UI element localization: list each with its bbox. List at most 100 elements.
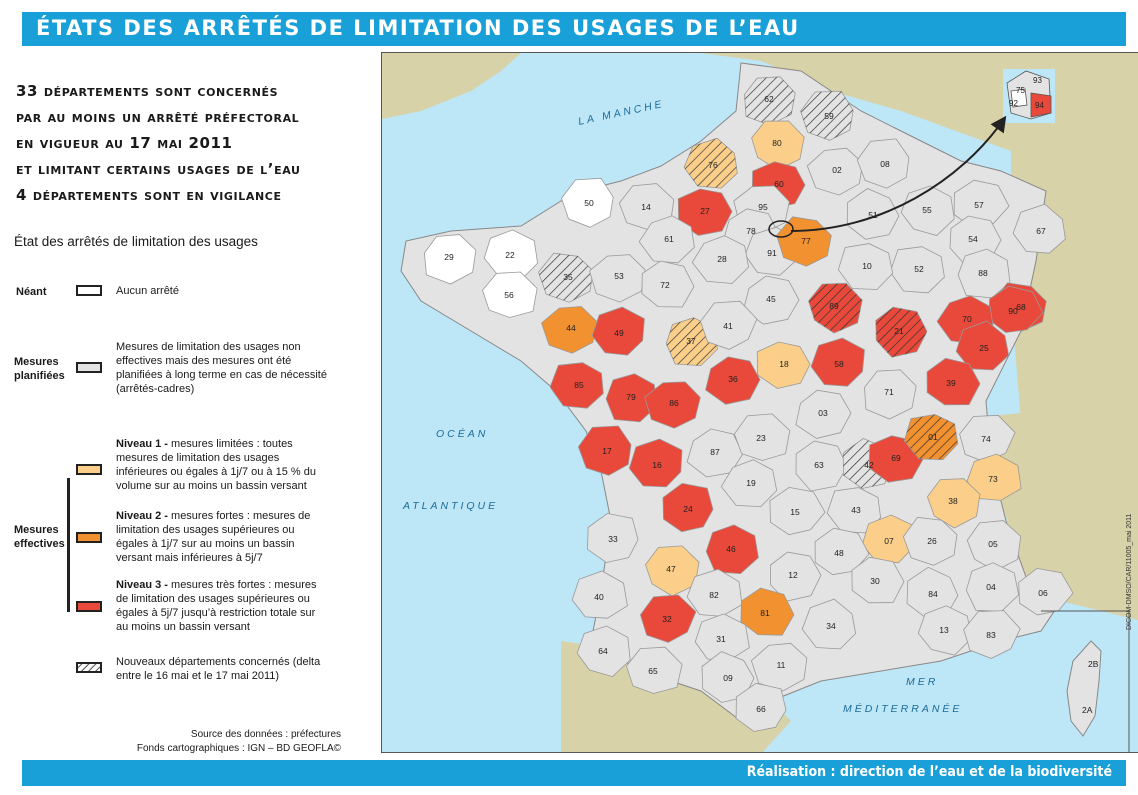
legend-level3: Niveau 3 - mesures très fortes : mesures… (116, 578, 330, 634)
department-label-44: 44 (566, 323, 576, 333)
corsica-label-2a: 2A (1082, 705, 1093, 715)
department-label-43: 43 (851, 505, 861, 515)
department-45 (743, 275, 800, 325)
france-map: 62 59 80 76 60 02 08 27 14 50 95 78 91 77 51 55 57 67 54 88… (382, 53, 1138, 752)
legend-neant-label: Néant (16, 286, 47, 298)
department-26 (902, 516, 958, 566)
department-83 (963, 610, 1021, 659)
department-label-28: 28 (717, 254, 727, 264)
department-63 (795, 440, 848, 492)
department-19 (720, 459, 778, 508)
department-label-46: 46 (726, 544, 736, 554)
department-label-19: 19 (746, 478, 756, 488)
department-hatch-76 (684, 138, 738, 189)
department-39 (926, 357, 981, 406)
department-hatch-89 (808, 283, 863, 333)
idf-arrow (790, 115, 1007, 232)
department-71 (864, 369, 917, 420)
source-note: Source des données : préfectures Fonds c… (137, 728, 341, 756)
side-reference-code: DICOM-DMSO/CAR/11005_mai 2011 (1126, 513, 1133, 630)
department-72 (641, 260, 695, 308)
department-label-32: 32 (662, 614, 672, 624)
department-32 (639, 594, 697, 643)
department-38 (926, 478, 981, 529)
department-label-22: 22 (505, 250, 515, 260)
headline-block: 33 départements sont concernés par au mo… (16, 78, 366, 208)
department-label-65: 65 (648, 666, 658, 676)
department-label-77: 77 (801, 236, 811, 246)
department-41 (700, 300, 758, 350)
department-label-21: 21 (894, 326, 904, 336)
department-74 (959, 414, 1016, 463)
department-24 (662, 482, 714, 533)
department-label-12: 12 (788, 570, 798, 580)
department-27 (677, 188, 733, 236)
department-label-70: 70 (962, 314, 972, 324)
department-34 (801, 598, 857, 650)
legend-swatch-level2 (76, 532, 102, 543)
idf-label-93: 93 (1033, 76, 1042, 85)
department-label-01: 01 (928, 432, 938, 442)
department-label-69: 69 (891, 453, 901, 463)
department-hatch-21 (875, 307, 927, 358)
department-label-63: 63 (814, 460, 824, 470)
title-banner: ÉTATS DES ARRÊTÉS DE LIMITATION DES USAG… (22, 12, 1126, 46)
department-07 (861, 514, 915, 564)
department-label-31: 31 (716, 634, 726, 644)
department-label-74: 74 (981, 434, 991, 444)
department-label-81: 81 (760, 608, 770, 618)
department-03 (795, 389, 852, 439)
department-label-54: 54 (968, 234, 978, 244)
legend-planned-text: Mesures de limitation des usages non eff… (116, 341, 327, 395)
department-label-30: 30 (870, 576, 880, 586)
department-label-40: 40 (594, 592, 604, 602)
department-04 (965, 562, 1020, 612)
department-label-08: 08 (880, 159, 890, 169)
department-label-83: 83 (986, 630, 996, 640)
department-label-86: 86 (669, 398, 679, 408)
department-label-48: 48 (834, 548, 844, 558)
department-label-39: 39 (946, 378, 956, 388)
legend-new-text: Nouveaux départements concernés (delta e… (116, 656, 321, 682)
department-label-34: 34 (826, 621, 836, 631)
department-label-07: 07 (884, 536, 894, 546)
department-label-42: 42 (864, 460, 874, 470)
department-58 (810, 337, 865, 387)
department-label-49: 49 (614, 328, 624, 338)
department-label-88: 88 (978, 268, 988, 278)
department-label-37: 37 (686, 336, 696, 346)
map-frame: 62 59 80 76 60 02 08 27 14 50 95 78 91 77 51 55 57 67 54 88… (381, 52, 1138, 753)
sea-label-mer: MER (906, 676, 938, 688)
department-hatch-59 (800, 91, 854, 141)
department-label-38: 38 (948, 496, 958, 506)
idf-label-94: 94 (1035, 101, 1044, 110)
department-label-14: 14 (641, 202, 651, 212)
department-label-33: 33 (608, 534, 618, 544)
legend-effective-label: Mesures effectives (14, 524, 65, 550)
footer-credit: Réalisation : direction de l’eau et de l… (746, 764, 1112, 780)
department-label-73: 73 (988, 474, 998, 484)
department-label-25: 25 (979, 343, 989, 353)
department-36 (705, 356, 761, 405)
neighbor-country-uk (382, 53, 521, 119)
legend-swatch-planned (76, 362, 102, 373)
department-hatch-01 (904, 414, 958, 460)
department-66 (735, 682, 787, 732)
legend-level3-title: Niveau 3 - (116, 579, 168, 591)
headline-line: 33 départements sont concernés (16, 82, 279, 100)
department-30 (851, 556, 905, 604)
department-80 (751, 120, 805, 171)
department-49 (591, 306, 645, 356)
department-label-41: 41 (723, 321, 733, 331)
legend-level2-text: mesures fortes : mesures de limitation d… (116, 510, 311, 564)
corsica-inset-frame (1041, 610, 1130, 752)
department-44 (541, 306, 598, 354)
department-09 (701, 651, 755, 703)
department-61 (638, 215, 695, 264)
department-50 (561, 177, 614, 228)
source-line-2: Fonds cartographiques : IGN – BD GEOFLA© (136, 743, 341, 754)
department-label-80: 80 (772, 138, 782, 148)
legend-level1-text: mesures limitées : toutes mesures de lim… (116, 438, 316, 492)
department-label-87: 87 (710, 447, 720, 457)
department-label-89: 89 (829, 301, 839, 311)
